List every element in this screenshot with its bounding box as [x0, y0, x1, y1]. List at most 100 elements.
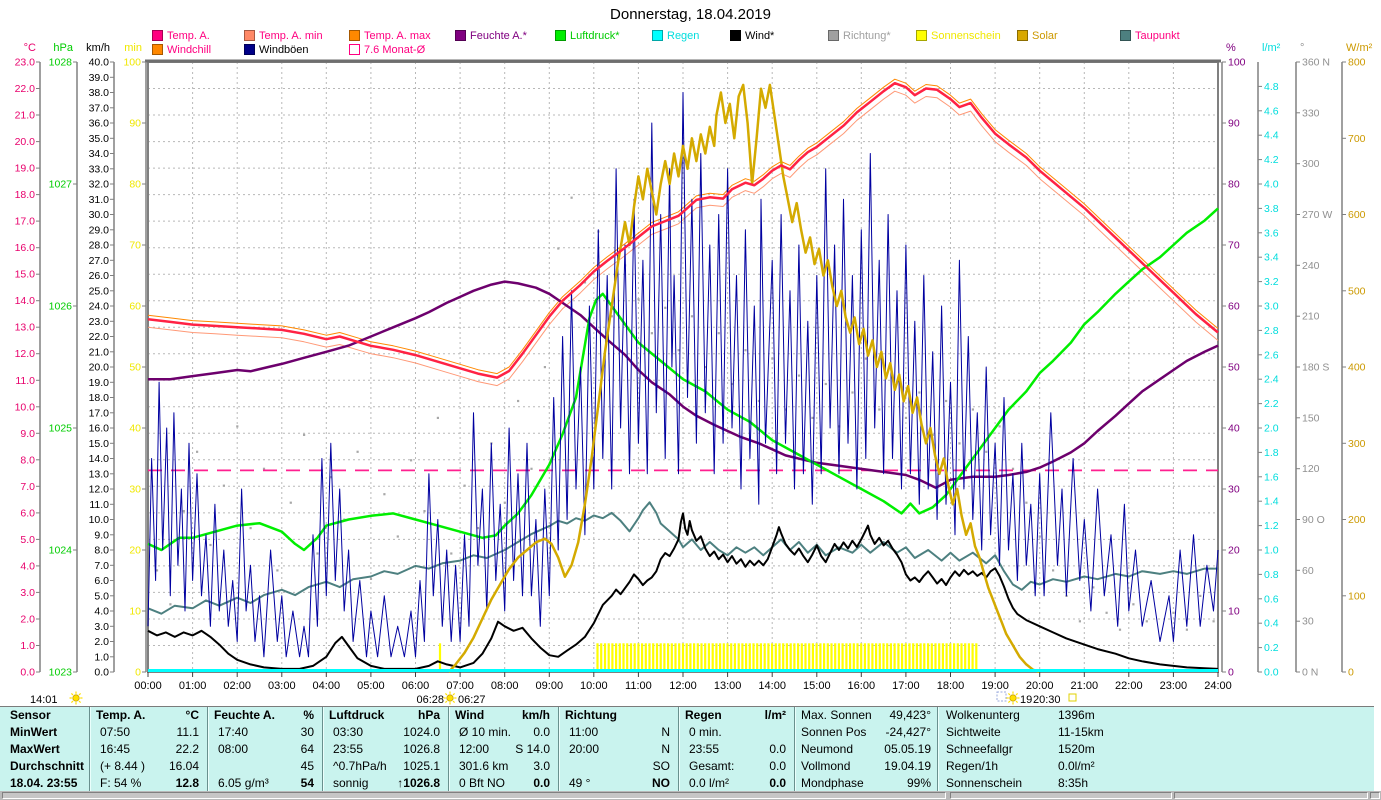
svg-text:10.0: 10.0 — [89, 514, 110, 526]
axis-kmh: 0.0 1.0 2.0 3.0 4.0 5.0 6.0 7.0 8.0 9.0 10.0 11.0 12… — [86, 42, 115, 679]
table-cell: Wind km/h — [455, 708, 550, 722]
svg-text:1025: 1025 — [49, 423, 73, 435]
svg-text:1028: 1028 — [49, 57, 73, 69]
legend-label: 7.6 Monat-Ø — [364, 43, 426, 56]
legend-label: Solar — [1032, 29, 1058, 42]
legend-label: Feuchte A.* — [470, 29, 527, 42]
legend-item-luftdruck-[interactable]: Luftdruck* — [555, 29, 620, 42]
svg-text:4.0: 4.0 — [1264, 179, 1279, 191]
legend-item-windchill[interactable]: Windchill — [152, 44, 211, 56]
svg-text:16.0: 16.0 — [15, 242, 36, 254]
table-cell: Max. Sonnen 49,423° — [801, 708, 931, 722]
table-cell: 07:50 11.1 — [100, 725, 199, 739]
svg-text:06:27: 06:27 — [458, 694, 486, 706]
legend-item-taupunkt[interactable]: Taupunkt — [1120, 30, 1180, 42]
svg-text:14:01: 14:01 — [30, 694, 58, 706]
svg-text:20: 20 — [1228, 545, 1240, 557]
table-cell: Wolkenunterg 1396m — [946, 708, 1095, 722]
legend-swatch-icon — [1017, 30, 1028, 41]
svg-text:10: 10 — [129, 606, 141, 618]
svg-text:30: 30 — [1302, 616, 1314, 628]
svg-text:1026: 1026 — [49, 301, 73, 313]
svg-text:34.0: 34.0 — [89, 148, 110, 160]
table-cell: Ø 10 min. 0.0 — [459, 725, 550, 739]
svg-text:07:00: 07:00 — [446, 680, 474, 692]
svg-text:39.0: 39.0 — [89, 72, 110, 84]
svg-text:1.0: 1.0 — [94, 651, 109, 663]
svg-text:400: 400 — [1348, 362, 1366, 374]
svg-text:90 O: 90 O — [1302, 514, 1325, 526]
legend-swatch-icon — [152, 30, 163, 41]
legend-item-regen[interactable]: Regen — [652, 30, 699, 42]
svg-text:16:00: 16:00 — [848, 680, 876, 692]
svg-text:19.0: 19.0 — [15, 163, 36, 175]
svg-text:10.0: 10.0 — [15, 401, 36, 413]
svg-text:3.0: 3.0 — [94, 621, 109, 633]
status-segment — [950, 792, 1172, 799]
legend-label: Temp. A. — [167, 29, 210, 42]
legend-item-solar[interactable]: Solar — [1017, 29, 1058, 42]
svg-text:1024: 1024 — [49, 545, 73, 557]
legend-item-temp-a-[interactable]: Temp. A. — [152, 29, 210, 42]
svg-text:70: 70 — [129, 240, 141, 252]
chart-svg: 0.0 1.0 2.0 3.0 4.0 5.0 6.0 7.0 8.0 9.0 10.0 11.0 12… — [15, 42, 1373, 706]
svg-text:12:00: 12:00 — [669, 680, 697, 692]
axis-pct: 0 10 20 30 40 50 60 70 80 90 100% — [1221, 42, 1246, 679]
svg-text:16.0: 16.0 — [89, 423, 110, 435]
svg-text:15:00: 15:00 — [803, 680, 831, 692]
legend-item-temp-a-min[interactable]: Temp. A. min — [244, 30, 323, 42]
table-cell: Sensor — [10, 708, 51, 722]
svg-text:4.2: 4.2 — [1264, 154, 1279, 166]
legend-item-wind-[interactable]: Wind* — [730, 29, 775, 42]
legend-item-richtung-[interactable]: Richtung* — [828, 30, 891, 42]
svg-text:35.0: 35.0 — [89, 133, 110, 145]
svg-text:17.0: 17.0 — [15, 216, 36, 228]
svg-text:04:00: 04:00 — [313, 680, 341, 692]
legend-item-temp-a-max[interactable]: Temp. A. max — [349, 30, 431, 42]
svg-text:11.0: 11.0 — [15, 375, 35, 387]
table-cell: ^0.7hPa/h 1025.1 — [333, 759, 440, 773]
legend-item-windb-en[interactable]: Windböen — [244, 44, 309, 56]
table-cell: Luftdruck hPa — [329, 708, 440, 722]
status-segment — [2, 792, 946, 799]
svg-text:2.0: 2.0 — [94, 636, 109, 648]
svg-text:33.0: 33.0 — [89, 163, 110, 175]
table-cell: 23:55 1026.8 — [333, 742, 440, 756]
legend-label: Wind* — [745, 29, 775, 42]
svg-text:13.0: 13.0 — [89, 468, 110, 480]
svg-text:25.0: 25.0 — [89, 285, 110, 297]
svg-text:19:00: 19:00 — [981, 680, 1009, 692]
table-cell: F: 54 % 12.8 — [100, 776, 199, 790]
svg-text:23.0: 23.0 — [89, 316, 110, 328]
legend-item-feuchte-a-[interactable]: Feuchte A.* — [455, 29, 527, 42]
sun-icon — [69, 691, 83, 705]
svg-text:100: 100 — [1348, 590, 1366, 602]
legend-swatch-icon — [349, 44, 360, 55]
sensor-label-column: Sensor MinWert MaxWert Durchschnitt 18.04. 2… — [0, 707, 89, 792]
table-cell: 0 Bft NO 0.0 — [459, 776, 550, 790]
series-temp_max — [147, 78, 1219, 375]
svg-text:21.0: 21.0 — [15, 110, 36, 122]
svg-text:05:00: 05:00 — [357, 680, 385, 692]
svg-text:26.0: 26.0 — [89, 270, 110, 282]
svg-text:18:00: 18:00 — [937, 680, 965, 692]
legend-item-7-6-monat-[interactable]: 7.6 Monat-Ø — [349, 43, 426, 56]
legend-label: Luftdruck* — [570, 29, 620, 42]
svg-text:4.4: 4.4 — [1264, 130, 1279, 142]
svg-text:18.0: 18.0 — [89, 392, 110, 404]
svg-text:18.0: 18.0 — [15, 189, 36, 201]
axis-unit-min: min — [124, 42, 142, 54]
column-temp-a-: Temp. A. °C 07:50 11.1 16:45 22.2 (+ 8.44 ) 16.… — [89, 707, 207, 792]
svg-text:13:00: 13:00 — [714, 680, 742, 692]
svg-text:38.0: 38.0 — [89, 87, 110, 99]
table-cell: Feuchte A.% — [214, 708, 314, 722]
svg-text:50: 50 — [1228, 362, 1240, 374]
legend-item-sonnenschein[interactable]: Sonnenschein — [916, 30, 1001, 42]
svg-text:270 W: 270 W — [1302, 209, 1332, 221]
svg-text:06:28: 06:28 — [416, 694, 444, 706]
svg-text:20: 20 — [129, 545, 141, 557]
series-sonnenschein — [438, 643, 978, 672]
svg-text:0.8: 0.8 — [1264, 569, 1279, 581]
column-feuchte-a-: Feuchte A.% 17:40 30 08:00 64 45 6.05 g/m³ 54 — [207, 707, 322, 792]
